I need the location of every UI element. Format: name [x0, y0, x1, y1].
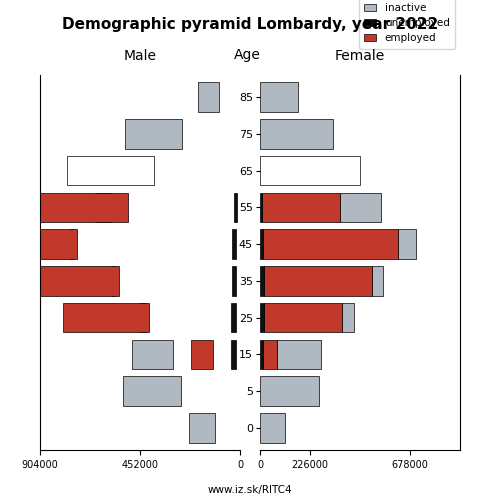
- Bar: [231, 340, 235, 369]
- Bar: [70, 230, 73, 259]
- Bar: [260, 192, 262, 222]
- Bar: [125, 119, 182, 148]
- Bar: [63, 303, 150, 332]
- Bar: [192, 340, 214, 369]
- Text: www.iz.sk/RITC4: www.iz.sk/RITC4: [208, 485, 292, 495]
- Bar: [260, 303, 264, 332]
- Legend: inactive, unemployed, employed: inactive, unemployed, employed: [358, 0, 455, 48]
- Bar: [398, 230, 416, 259]
- Bar: [96, 192, 112, 222]
- Bar: [260, 119, 333, 148]
- Bar: [263, 340, 278, 369]
- Bar: [189, 413, 214, 442]
- Bar: [264, 303, 342, 332]
- Bar: [342, 303, 354, 332]
- Bar: [132, 340, 172, 369]
- Bar: [340, 192, 380, 222]
- Bar: [2, 266, 119, 296]
- Bar: [232, 266, 236, 296]
- Bar: [260, 156, 360, 186]
- Bar: [198, 82, 219, 112]
- Bar: [262, 192, 340, 222]
- Text: Age: Age: [234, 48, 261, 62]
- Bar: [260, 340, 263, 369]
- Text: Male: Male: [124, 48, 156, 62]
- Bar: [232, 230, 236, 259]
- Bar: [0, 230, 76, 259]
- Bar: [260, 376, 318, 406]
- Text: Demographic pyramid Lombardy, year 2022: Demographic pyramid Lombardy, year 2022: [62, 18, 438, 32]
- Bar: [264, 266, 372, 296]
- Bar: [264, 230, 398, 259]
- Bar: [20, 192, 128, 222]
- Bar: [372, 266, 384, 296]
- Bar: [260, 413, 285, 442]
- Bar: [140, 303, 145, 332]
- Bar: [122, 376, 182, 406]
- Bar: [278, 340, 320, 369]
- Bar: [260, 266, 264, 296]
- Bar: [231, 303, 235, 332]
- Bar: [112, 266, 116, 296]
- Bar: [234, 192, 237, 222]
- Bar: [68, 156, 154, 186]
- Text: Female: Female: [335, 48, 385, 62]
- Bar: [260, 230, 264, 259]
- Bar: [260, 82, 298, 112]
